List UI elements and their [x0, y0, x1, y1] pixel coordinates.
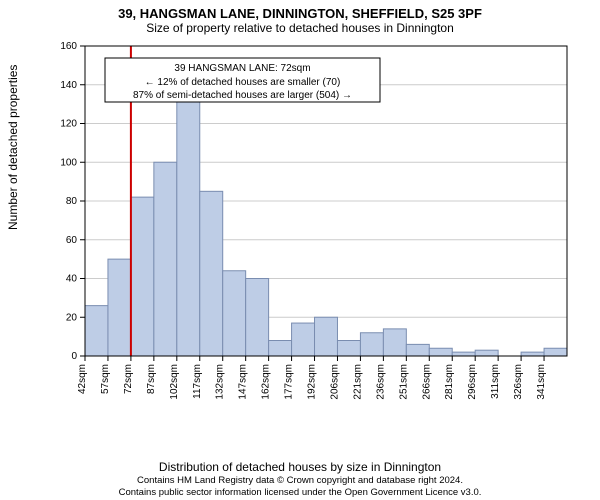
svg-text:251sqm: 251sqm — [398, 364, 409, 400]
svg-text:80: 80 — [66, 196, 78, 207]
svg-text:39 HANGSMAN LANE: 72sqm: 39 HANGSMAN LANE: 72sqm — [174, 63, 310, 74]
svg-text:120: 120 — [60, 119, 77, 130]
svg-text:147sqm: 147sqm — [238, 364, 249, 400]
svg-text:57sqm: 57sqm — [100, 364, 111, 394]
svg-text:117sqm: 117sqm — [192, 364, 203, 399]
histogram-chart: 0 20 40 60 80 100 120 140 160 42sqm 57sqm 72sqm 87sq… — [55, 42, 575, 432]
svg-text:160: 160 — [60, 42, 77, 52]
footer-line-1: Contains HM Land Registry data © Crown c… — [0, 475, 600, 486]
y-axis-label: Number of detached properties — [6, 65, 20, 230]
svg-text:← 12% of detached houses are s: ← 12% of detached houses are smaller (70… — [145, 77, 341, 88]
x-axis-label: Distribution of detached houses by size … — [0, 460, 600, 474]
svg-text:177sqm: 177sqm — [284, 364, 295, 400]
svg-text:311sqm: 311sqm — [490, 364, 501, 399]
svg-text:192sqm: 192sqm — [307, 364, 318, 400]
page-subtitle: Size of property relative to detached ho… — [0, 21, 600, 39]
svg-text:281sqm: 281sqm — [444, 364, 455, 400]
svg-text:60: 60 — [66, 235, 78, 246]
svg-text:296sqm: 296sqm — [467, 364, 478, 400]
svg-text:206sqm: 206sqm — [329, 364, 340, 400]
svg-text:221sqm: 221sqm — [352, 364, 363, 400]
svg-text:326sqm: 326sqm — [513, 364, 524, 400]
svg-text:20: 20 — [66, 312, 78, 323]
svg-text:102sqm: 102sqm — [169, 364, 180, 400]
footer-credits: Contains HM Land Registry data © Crown c… — [0, 475, 600, 498]
svg-text:132sqm: 132sqm — [215, 364, 226, 400]
svg-text:72sqm: 72sqm — [123, 364, 134, 394]
svg-text:87sqm: 87sqm — [146, 364, 157, 394]
svg-text:0: 0 — [71, 351, 77, 362]
svg-text:341sqm: 341sqm — [536, 364, 547, 400]
svg-text:100: 100 — [60, 157, 77, 168]
svg-text:236sqm: 236sqm — [375, 364, 386, 400]
page-title: 39, HANGSMAN LANE, DINNINGTON, SHEFFIELD… — [0, 0, 600, 21]
svg-text:140: 140 — [60, 80, 77, 91]
footer-line-2: Contains public sector information licen… — [0, 487, 600, 498]
svg-text:40: 40 — [66, 274, 78, 285]
svg-text:42sqm: 42sqm — [77, 364, 88, 394]
chart-area: 0 20 40 60 80 100 120 140 160 42sqm 57sqm 72sqm 87sq… — [55, 42, 575, 432]
svg-text:162sqm: 162sqm — [261, 364, 272, 400]
svg-text:87% of semi-detached houses ar: 87% of semi-detached houses are larger (… — [133, 90, 352, 101]
svg-text:266sqm: 266sqm — [421, 364, 432, 400]
